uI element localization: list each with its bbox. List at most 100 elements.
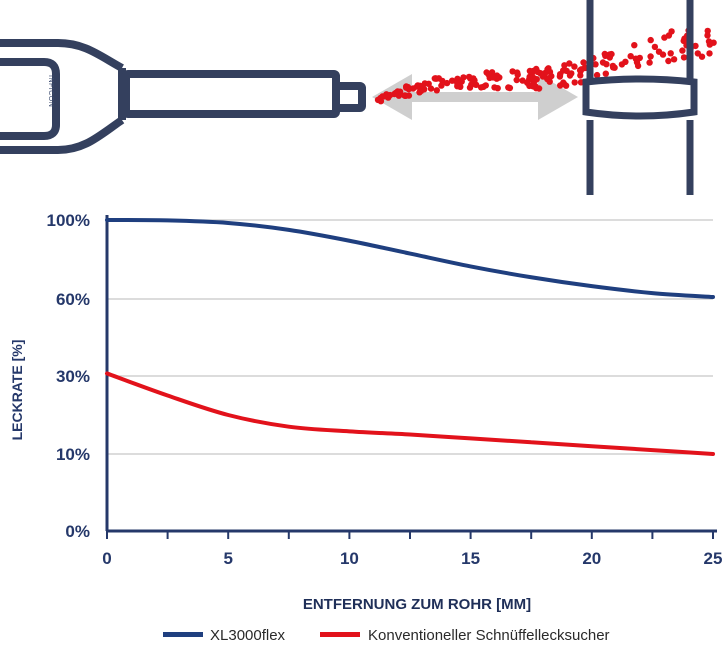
leak-particle bbox=[374, 96, 382, 104]
x-tick-label: 20 bbox=[582, 549, 601, 568]
leak-particle bbox=[627, 53, 634, 60]
leak-particle bbox=[533, 65, 540, 73]
leak-particle bbox=[546, 75, 553, 82]
leak-particle bbox=[410, 85, 417, 92]
leak-particle bbox=[401, 92, 408, 99]
leak-particle bbox=[458, 78, 465, 85]
leak-particle bbox=[608, 50, 615, 58]
y-tick-label: 10% bbox=[56, 445, 90, 464]
leak-particle bbox=[433, 87, 440, 94]
leak-particle bbox=[631, 42, 638, 49]
x-tick-label: 25 bbox=[704, 549, 723, 568]
leak-particle bbox=[557, 82, 564, 89]
leak-particle bbox=[694, 50, 701, 57]
x-tick-label: 0 bbox=[102, 549, 111, 568]
leak-particle bbox=[706, 50, 713, 57]
leak-particle bbox=[427, 85, 435, 92]
leak-particle bbox=[679, 47, 686, 54]
leak-particle bbox=[509, 68, 516, 75]
leak-particle bbox=[692, 42, 699, 50]
leak-particle bbox=[655, 48, 663, 55]
leak-particle bbox=[580, 59, 587, 66]
leak-particle bbox=[647, 36, 654, 44]
y-tick-label: 100% bbox=[47, 211, 90, 230]
leak-particle bbox=[527, 68, 534, 75]
leak-particle bbox=[470, 78, 477, 86]
leak-particle bbox=[394, 88, 401, 95]
leak-particle bbox=[602, 70, 609, 77]
leak-particle bbox=[665, 57, 672, 65]
leak-particle bbox=[466, 84, 474, 91]
legend-swatch-conventional bbox=[320, 632, 360, 637]
leak-particle bbox=[556, 73, 564, 80]
leak-particle bbox=[443, 79, 451, 87]
legend-label-conventional: Konventioneller Schnüffellecksucher bbox=[368, 627, 610, 644]
leak-particle bbox=[599, 59, 607, 66]
x-tick-label: 15 bbox=[461, 549, 480, 568]
leak-particle bbox=[530, 83, 537, 90]
pipe-icon bbox=[582, 0, 698, 195]
leak-particle bbox=[661, 34, 668, 41]
leak-particle bbox=[514, 71, 521, 78]
leak-particle bbox=[622, 58, 629, 65]
leak-particle bbox=[482, 82, 489, 89]
leak-particle bbox=[634, 62, 642, 70]
leak-particle bbox=[533, 76, 540, 83]
leak-particle bbox=[704, 32, 711, 39]
leak-particle bbox=[667, 50, 674, 57]
leak-particle bbox=[566, 72, 574, 79]
leak-particle bbox=[561, 62, 568, 69]
leak-particle bbox=[494, 85, 501, 92]
axes bbox=[105, 215, 717, 539]
leak-particle bbox=[647, 53, 654, 60]
leak-particle bbox=[535, 85, 543, 92]
leak-particle bbox=[571, 63, 578, 70]
leak-particle bbox=[592, 61, 599, 68]
legend: XL3000flex Konventioneller Schnüffelleck… bbox=[163, 627, 610, 644]
x-tick-label: 10 bbox=[340, 549, 359, 568]
leak-particle bbox=[651, 43, 659, 51]
y-tick-label: 0% bbox=[65, 522, 90, 541]
leak-particle bbox=[668, 28, 675, 35]
leak-particle bbox=[646, 59, 653, 66]
leak-particle bbox=[403, 84, 410, 91]
leak-particle bbox=[505, 84, 512, 91]
leak-particle bbox=[379, 93, 386, 100]
leak-particle bbox=[449, 77, 456, 84]
series-line-1 bbox=[105, 371, 715, 456]
data-series bbox=[105, 218, 715, 456]
leak-particle bbox=[593, 71, 601, 79]
legend-label-xl3000flex: XL3000flex bbox=[210, 627, 286, 644]
leak-particle bbox=[489, 74, 497, 81]
leak-rate-chart: 0%10%30%60%100% 0 5 10 15 20 25 LECKRATE [%] … bbox=[9, 211, 722, 644]
leak-particle bbox=[681, 35, 688, 42]
y-tick-label: 60% bbox=[56, 290, 90, 309]
leak-particle bbox=[541, 71, 548, 78]
sniffer-illustration: INFICON bbox=[0, 0, 717, 195]
sniffer-probe-icon bbox=[0, 39, 366, 154]
y-axis-label: LECKRATE [%] bbox=[9, 340, 25, 441]
leak-particle bbox=[438, 82, 445, 89]
leak-particle bbox=[425, 80, 432, 88]
y-axis-tick-labels: 0% 10% 30% 60% 100% bbox=[47, 211, 90, 541]
x-axis-label: ENTFERNUNG ZUM ROHR [MM] bbox=[303, 596, 531, 613]
leak-particle bbox=[562, 82, 570, 89]
leak-particle bbox=[544, 66, 551, 73]
leak-particle bbox=[432, 75, 439, 82]
leak-particle bbox=[386, 91, 394, 99]
leak-particle bbox=[566, 60, 573, 67]
leak-particle bbox=[609, 64, 617, 71]
leak-particle bbox=[513, 76, 520, 84]
leak-particle bbox=[680, 54, 688, 61]
leak-particle bbox=[560, 67, 567, 74]
leak-particle bbox=[577, 72, 584, 79]
leak-particle bbox=[571, 79, 578, 86]
leak-particle bbox=[670, 56, 678, 63]
leak-particle bbox=[602, 52, 609, 59]
brand-logo: INFICON bbox=[47, 75, 54, 107]
leak-particle bbox=[704, 27, 711, 35]
y-tick-label: 30% bbox=[56, 367, 90, 386]
leak-particle bbox=[526, 73, 533, 81]
x-axis-tick-labels: 0 5 10 15 20 25 bbox=[102, 549, 722, 568]
series-line-0 bbox=[105, 218, 715, 300]
